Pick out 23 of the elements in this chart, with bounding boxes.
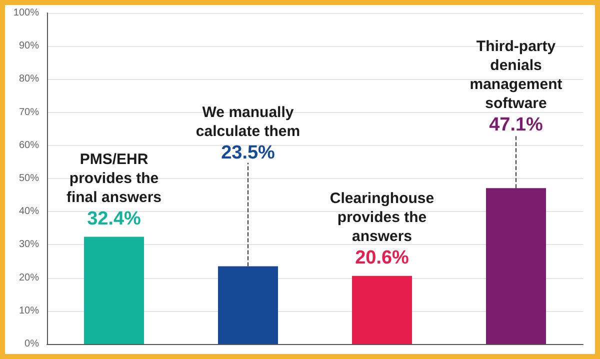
y-tick-label: 80%: [18, 74, 40, 85]
x-tick-label: Third-party denials management software: [470, 38, 562, 112]
y-tick-label: 40%: [18, 206, 40, 218]
bar: [352, 276, 412, 344]
x-tick-label: We manually calculate them: [196, 104, 300, 140]
y-tick-label: 100%: [13, 8, 40, 18]
y-tick-label: 90%: [18, 40, 40, 52]
x-tick-label: PMS/EHR provides the final answers: [66, 150, 162, 206]
y-tick-label: 60%: [18, 140, 40, 151]
y-tick-label: 50%: [18, 173, 40, 184]
bar: [84, 236, 144, 344]
data-label: 32.4%: [87, 208, 142, 230]
data-label: 23.5%: [221, 142, 276, 164]
y-tick-label: 0%: [24, 338, 40, 350]
bar: [218, 266, 278, 344]
data-label: 20.6%: [355, 247, 410, 268]
y-tick-label: 70%: [18, 106, 40, 118]
y-tick-label: 10%: [18, 305, 40, 316]
x-tick-label: Clearinghouse provides the answers: [330, 190, 434, 245]
y-tick-label: 30%: [18, 239, 40, 250]
bar: [486, 188, 546, 344]
y-tick-label: 20%: [18, 272, 40, 284]
data-label: 47.1%: [489, 114, 544, 136]
